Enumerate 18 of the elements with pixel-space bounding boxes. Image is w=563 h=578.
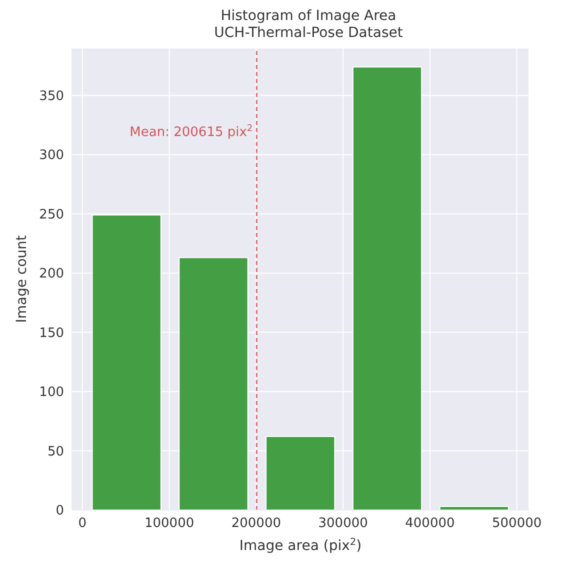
ref-line-label: Mean: 200615 pix$^{2}$ xyxy=(130,124,253,140)
y-tick-label: 0 xyxy=(56,504,64,519)
y-tick-label: 350 xyxy=(39,89,64,104)
x-tick-label: 300000 xyxy=(318,516,368,532)
y-tick-label: 200 xyxy=(39,266,64,282)
y-tick-label: 250 xyxy=(39,207,64,222)
y-tick-label: 300 xyxy=(39,148,64,164)
y-tick-label: 150 xyxy=(39,326,64,341)
x-tick-label: 500000 xyxy=(492,516,542,532)
chart-title: Histogram of Image Area UCH-Thermal-Pose Dataset xyxy=(213,8,404,42)
x-tick-label: 100000 xyxy=(144,516,194,532)
y-tick-label: 100 xyxy=(39,385,64,400)
x-tick-label: 200000 xyxy=(231,516,282,532)
y-axis-title: Image count xyxy=(14,234,30,323)
x-axis-title: Image area (pix$^{2}$) xyxy=(239,536,362,554)
x-tick-label: 400000 xyxy=(405,516,455,532)
y-tick-label: 50 xyxy=(47,444,64,460)
x-tick-label: 0 xyxy=(78,516,87,532)
